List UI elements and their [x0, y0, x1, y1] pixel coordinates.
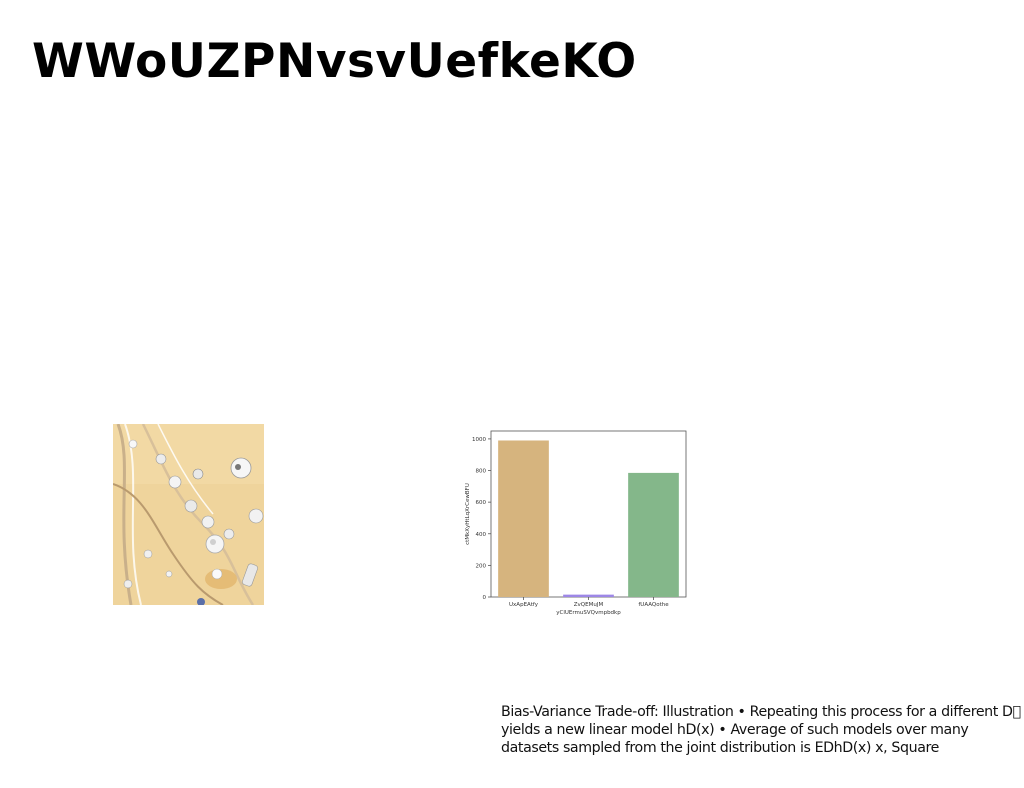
slide-caption: Bias-Variance Trade-off: Illustration • …	[501, 704, 1021, 756]
y-axis-label: ctMkXyHtLqXrCewBFU	[465, 483, 471, 545]
y-tick-label: 800	[476, 469, 487, 475]
x-tick-label: fUAAQothe	[638, 602, 669, 608]
bar-chart: 0 200 400 600 800 1000 UxApEAtfy ZvQEMuJM fUAAQo…	[460, 425, 690, 620]
jewelry-photo	[113, 424, 264, 605]
y-tick-label: 600	[476, 500, 487, 506]
y-tick-label: 0	[483, 595, 487, 601]
bar-chart-svg: 0 200 400 600 800 1000 UxApEAtfy ZvQEMuJM fUAAQo…	[465, 430, 687, 616]
bar-fUAAQothe	[628, 472, 679, 597]
slide-title: WWoUZPNvsvUefkeKO	[32, 34, 637, 89]
y-tick-label: 1000	[472, 437, 486, 443]
bar-ZvQEMuJM	[563, 594, 614, 597]
jewelry-photo-graphic	[113, 424, 264, 605]
x-axis-label: yClUErmuSVQvmpbdkp	[556, 610, 621, 616]
y-tick-label: 200	[476, 563, 487, 569]
x-tick-label: ZvQEMuJM	[574, 602, 604, 608]
y-tick-label: 400	[476, 532, 487, 538]
x-tick-label: UxApEAtfy	[509, 602, 539, 608]
bar-UxApEAtfy	[498, 440, 549, 597]
